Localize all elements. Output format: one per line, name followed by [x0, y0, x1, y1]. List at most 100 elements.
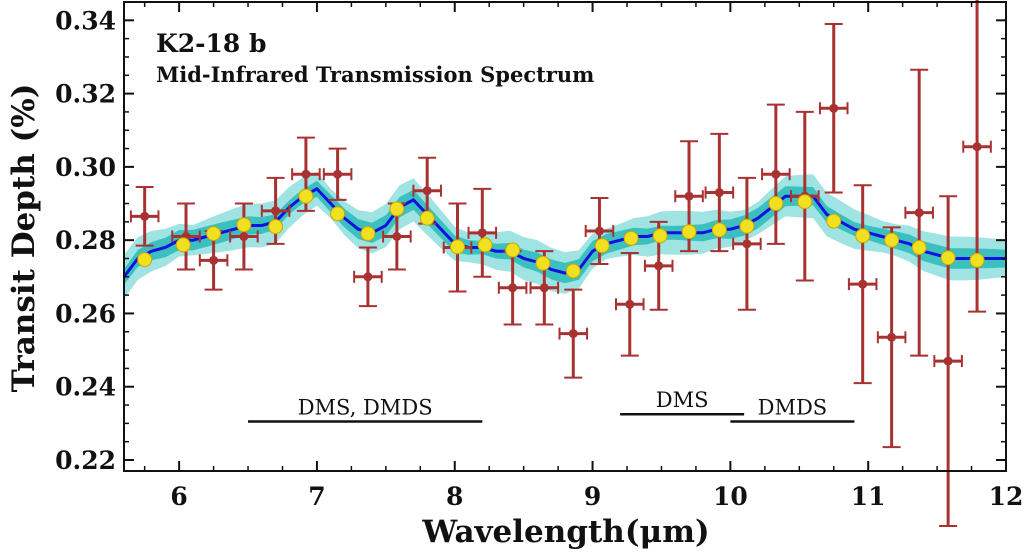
- binned-model-point: [505, 242, 521, 258]
- binned-model-point: [797, 194, 813, 210]
- binned-model-point: [535, 255, 551, 271]
- binned-model-point: [360, 226, 376, 242]
- molecule-annotation: DMDS: [730, 396, 855, 423]
- observed-marker: [422, 186, 432, 196]
- chart-title: K2-18 b: [156, 29, 266, 58]
- annotation-label: DMS, DMDS: [298, 396, 433, 420]
- binned-model-point: [268, 219, 284, 235]
- binned-model-point: [206, 226, 222, 242]
- binned-model-point: [768, 196, 784, 212]
- observed-marker: [625, 299, 635, 309]
- x-axis-title: Wavelength(μm): [421, 514, 709, 550]
- observed-point: [291, 136, 321, 212]
- observed-marker: [858, 279, 868, 289]
- observed-marker: [209, 255, 219, 265]
- observed-point: [584, 197, 615, 265]
- x-tick-label: 8: [446, 482, 463, 511]
- y-tick-label: 0.22: [55, 446, 116, 475]
- observed-point: [761, 103, 791, 245]
- binned-model-point: [969, 252, 985, 268]
- molecule-annotation: DMS: [620, 388, 745, 416]
- x-tick-label: 10: [713, 482, 748, 511]
- observed-marker: [771, 169, 781, 179]
- model-band-inner: [124, 180, 1006, 285]
- binned-model-point: [236, 217, 252, 233]
- observed-marker: [714, 188, 724, 198]
- observed-point: [353, 246, 383, 308]
- observed-marker: [829, 103, 839, 113]
- molecule-annotations: DMS, DMDS DMS DMDS: [248, 388, 855, 423]
- y-tick-label: 0.26: [55, 299, 116, 328]
- y-tick-label: 0.24: [55, 373, 116, 402]
- binned-model-point: [137, 252, 153, 268]
- observed-point: [171, 202, 201, 271]
- binned-model-point: [855, 228, 871, 244]
- binned-model-point: [911, 239, 927, 255]
- binned-model-point: [940, 250, 956, 266]
- observed-marker: [363, 272, 373, 282]
- y-tick-label: 0.30: [55, 153, 116, 182]
- observed-marker: [392, 232, 402, 241]
- binned-model-point: [419, 210, 435, 226]
- observed-marker: [684, 191, 694, 201]
- observed-point: [229, 202, 259, 271]
- annotation-label: DMS: [656, 388, 709, 412]
- observed-point: [129, 186, 160, 247]
- chart-subtitle: Mid-Infrared Transmission Spectrum: [156, 62, 594, 87]
- observed-marker: [508, 283, 518, 293]
- observed-point: [497, 250, 528, 326]
- x-tick-label: 11: [851, 482, 886, 511]
- binned-model-point: [711, 222, 727, 238]
- observed-point: [614, 251, 645, 357]
- observed-marker: [943, 356, 953, 366]
- binned-model-point: [175, 237, 191, 253]
- binned-model-point: [298, 188, 314, 204]
- x-tick-label: 6: [170, 482, 187, 511]
- y-tick-label: 0.28: [55, 226, 116, 255]
- y-axis-title: Transit Depth (%): [6, 84, 42, 393]
- binned-model-point: [477, 237, 493, 253]
- observed-point: [876, 226, 907, 449]
- binned-model-point: [594, 238, 610, 254]
- x-tick-label: 12: [989, 482, 1024, 511]
- observed-marker: [271, 206, 281, 216]
- binned-model-point: [739, 218, 755, 234]
- observed-marker: [301, 169, 311, 179]
- binned-model-layer: [137, 188, 985, 279]
- observed-point: [558, 288, 589, 379]
- binned-model-point: [389, 201, 405, 217]
- annotation-label: DMDS: [758, 396, 828, 420]
- plot-frame: [123, 1, 1007, 472]
- observed-point: [732, 176, 762, 311]
- observed-point: [467, 187, 498, 278]
- x-tick-label: 9: [584, 482, 601, 511]
- observed-marker: [914, 208, 924, 218]
- x-tick-label: 7: [308, 482, 325, 511]
- observed-marker: [594, 226, 604, 236]
- observed-point: [818, 22, 849, 194]
- observed-marker: [140, 211, 150, 221]
- observed-marker: [333, 169, 343, 179]
- y-tick-label: 0.34: [55, 6, 116, 35]
- axis-ticks: 6 7 8 9 10 11 12 0.22 0.24 0.26 0.28 0.30 0.32 0.34: [55, 2, 1023, 511]
- observed-marker: [239, 232, 249, 241]
- binned-model-point: [826, 213, 842, 229]
- binned-model-point: [681, 224, 697, 240]
- model-uncertainty-bands: [124, 172, 1006, 299]
- binned-model-point: [565, 263, 581, 279]
- binned-model-point: [450, 239, 466, 255]
- y-tick-label: 0.32: [55, 80, 116, 109]
- observed-point: [904, 68, 934, 357]
- binned-model-point: [884, 232, 900, 248]
- molecule-annotation: DMS, DMDS: [248, 396, 483, 423]
- observed-marker: [654, 261, 664, 271]
- observed-point: [322, 147, 353, 201]
- observed-point: [847, 184, 878, 385]
- observed-marker: [972, 142, 982, 152]
- observed-marker: [887, 332, 897, 342]
- observed-marker: [477, 228, 487, 238]
- observed-marker: [539, 283, 549, 293]
- binned-model-point: [330, 206, 346, 222]
- binned-model-point: [652, 228, 668, 244]
